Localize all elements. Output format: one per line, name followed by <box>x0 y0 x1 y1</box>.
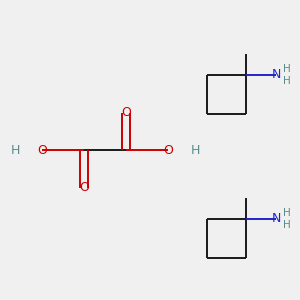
Text: N: N <box>271 68 281 82</box>
Text: H: H <box>283 76 290 86</box>
Text: H: H <box>10 143 20 157</box>
Text: O: O <box>37 143 47 157</box>
Text: O: O <box>121 106 131 119</box>
Text: H: H <box>283 208 290 218</box>
Text: H: H <box>283 64 290 74</box>
Text: H: H <box>190 143 200 157</box>
Text: H: H <box>283 220 290 230</box>
Text: N: N <box>271 212 281 226</box>
Text: O: O <box>163 143 173 157</box>
Text: O: O <box>79 181 89 194</box>
